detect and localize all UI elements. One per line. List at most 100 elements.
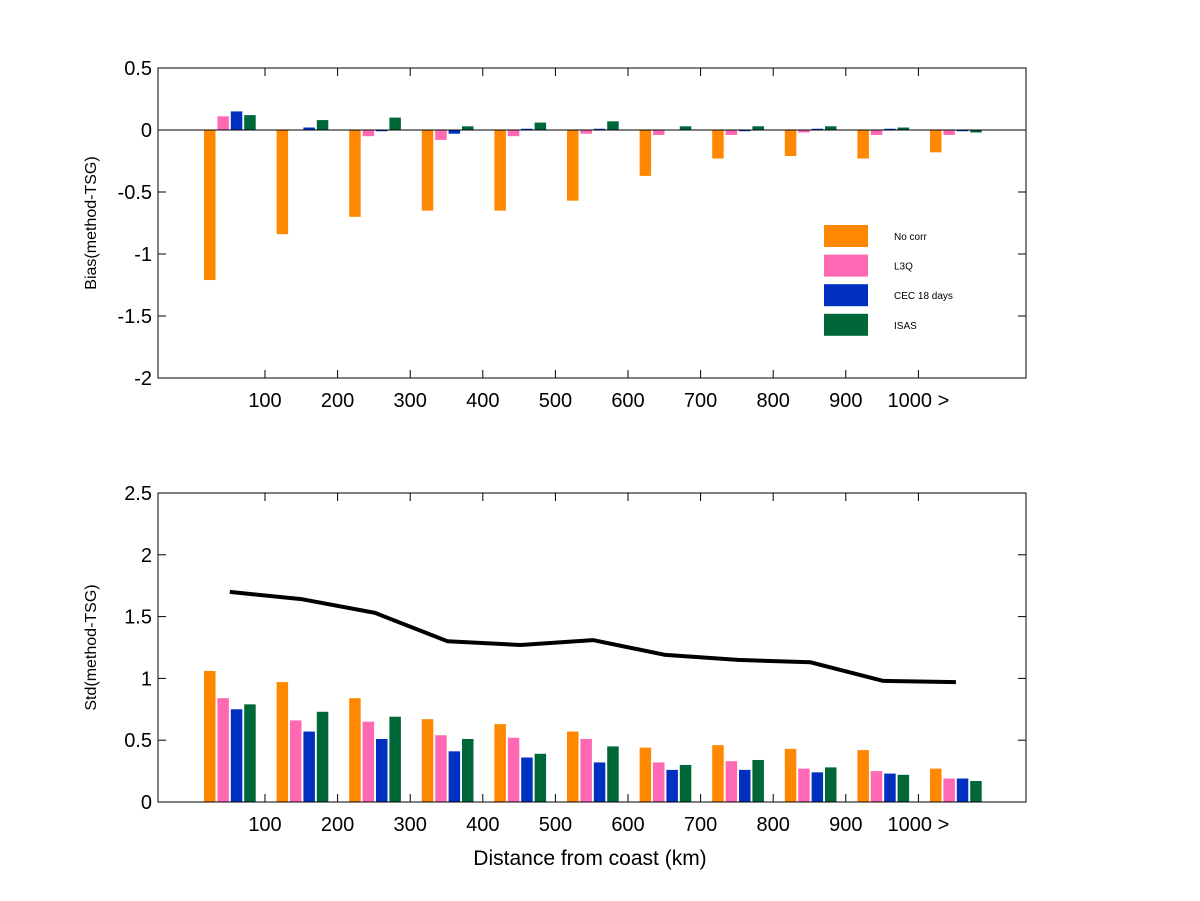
bar-cec-18-days-1 (303, 127, 315, 130)
bar-no-corr-0 (204, 130, 216, 281)
bar-no-corr-7 (712, 130, 724, 159)
y-tick-label: -0.5 (118, 182, 152, 204)
bar-l3q-4 (507, 737, 520, 802)
x-tick-label: 300 (394, 814, 427, 836)
std-y-axis-label: Std(method-TSG) (83, 584, 100, 710)
y-tick-label: 1.5 (124, 607, 152, 629)
bar-isas-9 (897, 774, 910, 802)
x-tick-label: 800 (757, 390, 790, 412)
bar-cec-18-days-7 (739, 769, 751, 802)
x-tick-label: 100 (248, 390, 281, 412)
bar-cec-18-days-0 (230, 709, 243, 802)
bar-cec-18-days-9 (884, 128, 896, 130)
x-tick-label: 200 (321, 390, 354, 412)
x-tick-label: 100 (248, 814, 281, 836)
bar-cec-18-days-5 (593, 762, 606, 802)
bar-no-corr-3 (421, 719, 434, 802)
x-axis-label: Distance from coast (km) (473, 847, 706, 870)
y-tick-label: 2.5 (124, 483, 152, 505)
bar-cec-18-days-4 (521, 757, 533, 802)
bar-no-corr-4 (494, 724, 506, 802)
bar-l3q-4 (507, 130, 520, 137)
bar-isas-8 (825, 767, 837, 802)
bar-l3q-6 (653, 130, 665, 135)
bar-no-corr-2 (349, 698, 361, 802)
bar-cec-18-days-6 (666, 769, 678, 802)
bias-axes-frame (157, 67, 1027, 379)
std-x-ticks: 100 200 300 400 500 600 700 800 900 1000 > (248, 493, 949, 836)
legend-label-cec-18-days: CEC 18 days (894, 291, 953, 302)
bar-l3q-1 (290, 720, 302, 802)
bar-isas-5 (607, 746, 619, 802)
bar-cec-18-days-8 (811, 772, 824, 802)
bar-isas-3 (462, 126, 474, 130)
bar-l3q-7 (725, 761, 738, 802)
bar-cec-18-days-4 (521, 128, 533, 130)
bar-l3q-5 (580, 130, 592, 134)
bar-isas-7 (752, 759, 764, 802)
std-y-ticks: 0 0.5 1 1.5 2 2.5 (124, 483, 1026, 814)
bar-no-corr-1 (276, 682, 289, 802)
x-tick-label: 600 (611, 390, 644, 412)
x-tick-label: 400 (466, 390, 499, 412)
bar-isas-0 (244, 115, 256, 130)
legend-label-isas: ISAS (894, 321, 917, 332)
y-tick-label: -2 (134, 368, 152, 390)
bar-isas-1 (316, 711, 329, 802)
x-tick-label: 800 (757, 814, 790, 836)
y-tick-label: 2 (141, 545, 152, 567)
bar-l3q-8 (798, 130, 810, 133)
bar-isas-7 (752, 126, 764, 130)
bar-cec-18-days-3 (448, 130, 461, 134)
bar-cec-18-days-9 (884, 773, 896, 802)
bar-isas-2 (389, 117, 401, 130)
bar-isas-5 (607, 121, 619, 130)
bar-no-corr-10 (930, 768, 942, 802)
bar-l3q-5 (580, 738, 592, 802)
bias-plot-area (158, 68, 1026, 378)
std-line-series (229, 589, 956, 685)
bar-isas-1 (316, 120, 329, 130)
bar-cec-18-days-8 (811, 128, 824, 130)
bar-isas-10 (970, 130, 982, 133)
bar-no-corr-9 (857, 130, 869, 159)
x-tick-label: 1000 > (888, 390, 950, 412)
bar-no-corr-5 (567, 130, 579, 201)
bias-panel: -2 -1.5 -1 -0.5 0 0.5 100 200 300 400 500 600 700 80… (83, 58, 1027, 412)
bias-bars (204, 111, 982, 281)
bar-cec-18-days-10 (956, 130, 969, 132)
bar-no-corr-2 (349, 130, 361, 217)
x-tick-label: 700 (684, 390, 717, 412)
x-tick-label: 1000 > (888, 814, 950, 836)
y-tick-label: -1.5 (118, 306, 152, 328)
x-tick-label: 300 (394, 390, 427, 412)
bar-l3q-8 (798, 768, 810, 802)
bar-no-corr-8 (784, 130, 797, 157)
std-plot-area (158, 493, 1026, 802)
bar-cec-18-days-7 (739, 130, 751, 132)
legend-swatch-no-corr (824, 225, 868, 247)
bar-isas-10 (970, 780, 982, 802)
bar-l3q-2 (362, 130, 375, 137)
std-panel: 0 0.5 1 1.5 2 2.5 100 200 300 400 500 600 700 800 900… (83, 483, 1027, 870)
x-tick-label: 600 (611, 814, 644, 836)
bar-l3q-7 (725, 130, 738, 135)
x-tick-label: 900 (829, 390, 862, 412)
legend-swatch-isas (824, 313, 868, 336)
legend-swatch-cec-18-days (824, 284, 868, 307)
bar-isas-3 (462, 738, 474, 802)
bar-l3q-2 (362, 721, 375, 802)
bar-l3q-10 (943, 130, 955, 135)
y-tick-label: 0.5 (124, 58, 152, 80)
y-tick-label: 0.5 (124, 730, 152, 752)
bar-isas-0 (244, 704, 256, 802)
bar-no-corr-7 (712, 745, 724, 802)
y-tick-label: 1 (141, 668, 152, 690)
bar-no-corr-1 (276, 130, 289, 235)
std-bars (204, 670, 982, 802)
bar-cec-18-days-10 (956, 778, 969, 802)
bias-x-ticks: 100 200 300 400 500 600 700 800 900 1000 > (248, 68, 949, 412)
x-tick-label: 500 (539, 390, 572, 412)
bar-cec-18-days-3 (448, 751, 461, 802)
